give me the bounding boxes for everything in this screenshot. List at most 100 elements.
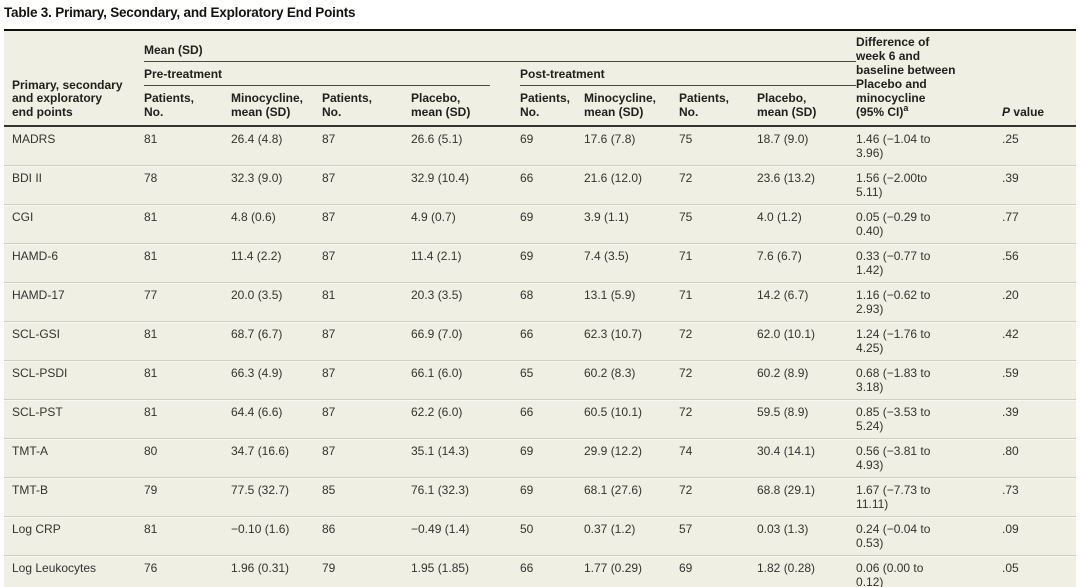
table-cell: 35.1 (14.3) [411,438,520,478]
table-cell: 1.95 (1.85) [411,555,520,587]
table-cell: 81 [144,321,231,361]
header-row-groups: Primary, secondary and exploratory end p… [4,30,1077,127]
ci-cell: 0.06 (0.00 to 0.12) [856,555,1003,587]
ci-cell: 0.05 (−0.29 to 0.40) [856,204,1003,244]
table-cell: −0.49 (1.4) [411,516,520,556]
table-cell: 32.9 (10.4) [411,165,520,205]
table-cell: 69 [520,132,534,146]
table-row-tmt-a: TMT-A 80 34.7 (16.6) 87 35.1 (14.3) 69 2… [4,438,1077,478]
table-cell: 1.77 (0.29) [584,555,679,587]
post-treatment-label: Post-treatment [520,63,857,87]
p-italic: P [1002,105,1011,119]
table-cell: 66 [520,399,584,439]
ci-cell: 1.56 (−2.00to 5.11) [856,165,1003,205]
table-row-hamd-17: HAMD-17 77 20.0 (3.5) 81 20.3 (3.5) 68 1… [4,282,1077,322]
table-cell: 14.2 (6.7) [757,282,857,322]
p-cell: .56 [1002,243,1077,283]
pre-treatment-group-header: Pre-treatment [144,62,520,87]
table-cell: 0.03 (1.3) [757,516,857,556]
p-cell: .39 [1002,399,1077,439]
table-row-log-crp: Log CRP 81 −0.10 (1.6) 86 −0.49 (1.4) 50… [4,516,1077,556]
table-cell: 87 [322,360,411,400]
table-cell: 13.1 (5.9) [584,282,679,322]
table-cell: 68.7 (6.7) [231,321,322,361]
table-cell: 77 [144,282,231,322]
column-header-pre-minocycline: Minocycline, mean (SD) [231,86,322,127]
table-cell: 79 [144,477,231,517]
table-cell: 81 [322,282,411,322]
table-row-log-leukocytes: Log Leukocytes 76 1.96 (0.31) 79 1.95 (1… [4,555,1077,587]
table-cell: 80 [144,438,231,478]
column-header-pre-placebo: Placebo, mean (SD) [411,86,520,127]
table-cell: 64.4 (6.6) [231,399,322,439]
table-cell: 4.0 (1.2) [757,204,857,244]
table-cell: 75 [679,132,693,146]
table-cell: 87 [322,132,336,146]
ci-cell: 0.24 (−0.04 to 0.53) [856,516,1003,556]
ci-cell: 0.68 (−1.83 to 3.18) [856,360,1003,400]
p-cell: .25 [1002,132,1019,146]
table-cell: 59.5 (8.9) [757,399,857,439]
difference-column-header: Difference of week 6 and baseline betwee… [856,30,1003,127]
table-row-madrs: MADRS 81 26.4 (4.8) 87 26.6 (5.1) 69 17.… [4,126,1076,166]
p-cell: .59 [1002,360,1077,400]
p-value-column-header: P value [1002,30,1077,127]
table-row-hamd-6: HAMD-6 81 11.4 (2.2) 87 11.4 (2.1) 69 7.… [4,243,1077,283]
table-cell: 68.8 (29.1) [757,477,857,517]
row-label: CGI [4,204,144,244]
column-header-post-minocycline: Minocycline, mean (SD) [584,86,679,127]
table-cell: 32.3 (9.0) [231,165,322,205]
table-cell: 87 [322,399,411,439]
table-header: Primary, secondary and exploratory end p… [4,30,1077,127]
ci-cell: 0.33 (−0.77 to 1.42) [856,243,1003,283]
stub-column-header: Primary, secondary and exploratory end p… [4,30,144,127]
column-header-post-placebo: Placebo, mean (SD) [757,86,857,127]
difference-label: Difference of week 6 and baseline betwee… [856,35,956,119]
table-cell: 60.5 (10.1) [584,399,679,439]
p-cell: .39 [1002,165,1077,205]
table-body: MADRS 81 26.4 (4.8) 87 26.6 (5.1) 69 17.… [4,126,1077,587]
row-label: SCL-GSI [4,321,144,361]
ci-cell: 1.24 (−1.76 to 4.25) [856,321,1003,361]
table-cell: 72 [679,360,757,400]
p-cell: .05 [1002,555,1077,587]
table-cell: 11.4 (2.2) [231,243,322,283]
table-cell: 69 [679,555,757,587]
table-cell: 81 [144,204,231,244]
p-cell: .77 [1002,204,1077,244]
table-cell: 81 [144,516,231,556]
p-cell: .09 [1002,516,1077,556]
table-cell: 87 [322,165,411,205]
table-cell: 78 [144,165,231,205]
table-cell: 21.6 (12.0) [584,165,679,205]
row-label: TMT-A [4,438,144,478]
ci-cell: 0.85 (−3.53 to 5.24) [856,399,1003,439]
table-cell: 87 [322,321,411,361]
table-row-tmt-b: TMT-B 79 77.5 (32.7) 85 76.1 (32.3) 69 6… [4,477,1077,517]
table-cell: 11.4 (2.1) [411,243,520,283]
table-cell: 81 [144,360,231,400]
table-cell: 18.7 (9.0) [757,132,809,146]
table-cell: 66 [520,165,584,205]
table-cell: 71 [679,282,757,322]
table-cell: 69 [520,477,584,517]
ci-cell: 1.16 (−0.62 to 2.93) [856,282,1003,322]
ci-cell: 1.46 (−1.04 to 3.96) [856,132,931,160]
row-label: MADRS [12,132,56,146]
p-value-label: value [1010,105,1045,119]
row-label: Log CRP [4,516,144,556]
row-label: SCL-PST [4,399,144,439]
table-cell: 85 [322,477,411,517]
table-cell: 72 [679,165,757,205]
table-cell: 50 [520,516,584,556]
table-cell: 66 [520,555,584,587]
table-cell: 81 [144,243,231,283]
table-cell: 79 [322,555,411,587]
table-cell: 66.1 (6.0) [411,360,520,400]
mean-sd-label: Mean (SD) [144,32,857,63]
post-treatment-group-header: Post-treatment [520,62,857,87]
table-cell: 60.2 (8.3) [584,360,679,400]
table-cell: 23.6 (13.2) [757,165,857,205]
row-label: BDI II [4,165,144,205]
